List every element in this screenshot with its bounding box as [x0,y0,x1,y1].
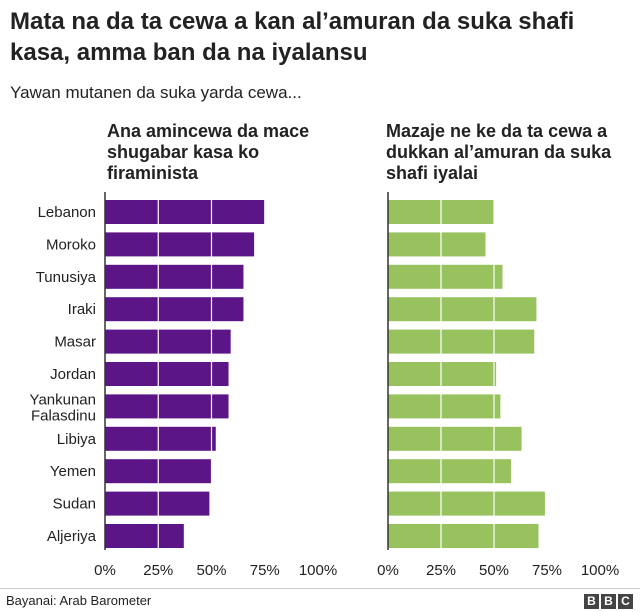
bar [388,329,535,354]
category-label: Sudan [53,496,96,513]
logo-letter-b2: B [601,594,616,609]
bar [105,264,244,289]
bar [388,426,522,451]
category-label: Falasdinu [31,407,96,424]
bar [105,426,216,451]
bar [388,394,501,419]
chart-title: Mata na da ta cewa a kan al’amuran da su… [10,8,575,66]
tick-label: 0% [94,562,116,579]
tick-label: 50% [196,562,226,579]
tick-label: 25% [143,562,173,579]
bar [105,200,265,224]
bar [388,524,539,548]
bar [388,297,537,322]
category-label: Iraki [68,301,96,318]
bar [105,394,229,419]
tick-label: 75% [532,562,562,579]
left-panel-title: Ana amincewa da mace shugabar kasa ko fi… [107,121,310,183]
bar [388,264,503,289]
bar [105,232,255,257]
category-label: Lebanon [38,204,96,221]
category-label: Tunusiya [36,269,97,286]
logo-letter-c: C [618,594,633,609]
chart-subtitle: Yawan mutanen da suka yarda cewa... [10,83,302,102]
bbc-logo: B B C [584,594,633,609]
category-label: Libiya [57,431,97,448]
bar [105,524,184,548]
tick-label: 100% [581,562,619,579]
bar [388,232,486,257]
footer-divider [0,588,640,589]
bar [105,297,244,322]
right-panel-title: Mazaje ne ke da ta cewa a dukkan al’amur… [386,121,612,183]
bar [105,362,229,386]
category-label: Aljeriya [47,528,97,545]
bar [388,491,545,516]
tick-label: 50% [479,562,509,579]
category-label: Jordan [50,366,96,383]
category-label: Yankunan [30,391,96,408]
bar-charts: Lebanon Moroko Tunusiya Iraki Masar Jordan Yan… [30,192,619,579]
bar [388,459,511,484]
source-note: Bayanai: Arab Barometer [6,593,152,608]
bar [388,362,497,386]
logo-letter-b1: B [584,594,599,609]
bar [105,329,231,354]
bar [105,491,210,516]
tick-label: 25% [426,562,456,579]
tick-label: 75% [250,562,280,579]
tick-label: 100% [299,562,337,579]
category-label: Masar [54,334,96,351]
category-label: Yemen [50,463,96,480]
category-label: Moroko [46,236,96,253]
tick-label: 0% [377,562,399,579]
